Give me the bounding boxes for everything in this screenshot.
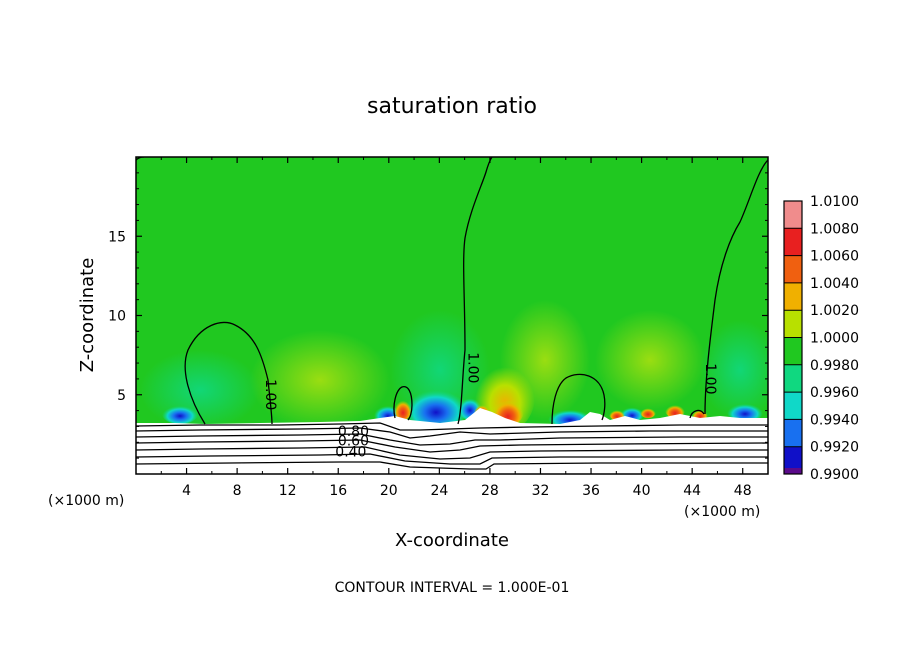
colorbar-swatch bbox=[784, 468, 802, 474]
colorbar-swatch bbox=[784, 255, 802, 284]
colorbar: 1.0100 1.0080 1.0060 1.0040 1.0020 1.0000 0.99… bbox=[783, 194, 859, 483]
x-tick-label: 8 bbox=[233, 483, 242, 499]
field-patch bbox=[162, 404, 198, 424]
contour-label: 1.00 bbox=[464, 352, 480, 383]
x-tick-label: 4 bbox=[182, 483, 191, 499]
colorbar-label: 1.0020 bbox=[810, 303, 859, 319]
colorbar-label: 0.9960 bbox=[810, 385, 859, 401]
plot-area: 1.00 1.00 1.00 0.800.600.40 bbox=[136, 157, 768, 474]
field-patch bbox=[140, 350, 260, 430]
colorbar-swatch bbox=[784, 282, 802, 311]
y-tick-label: 5 bbox=[117, 388, 126, 404]
field-patch bbox=[609, 408, 625, 420]
field-patch bbox=[640, 406, 656, 418]
contour-interval-note: CONTOUR INTERVAL = 1.000E-01 bbox=[335, 580, 570, 596]
x-axis: 4 8 12 16 20 24 28 32 36 40 44 48 bbox=[160, 157, 752, 499]
field-patch bbox=[700, 320, 768, 420]
colorbar-swatch bbox=[784, 310, 802, 338]
contour-label: 0.80 bbox=[338, 424, 369, 440]
colorbar-label: 0.9940 bbox=[810, 412, 859, 428]
colorbar-swatch bbox=[784, 446, 802, 475]
field-patch bbox=[595, 310, 705, 410]
contour-label: 0.40 bbox=[335, 445, 366, 461]
colorbar-label: 1.0040 bbox=[810, 276, 859, 292]
lower-contours bbox=[136, 422, 768, 470]
contour-labels: 1.00 1.00 1.00 0.800.600.40 bbox=[262, 352, 718, 460]
field-patch bbox=[727, 402, 763, 422]
x-tick-label: 36 bbox=[582, 483, 600, 499]
colorbar-swatch bbox=[784, 392, 802, 420]
contour-label: 0.60 bbox=[338, 433, 369, 449]
colorbar-label: 0.9980 bbox=[810, 358, 859, 374]
contour-label: 1.00 bbox=[702, 363, 718, 394]
y-axis-label: Z-coordinate bbox=[77, 258, 98, 373]
x-unit-left: (×1000 m) bbox=[48, 493, 124, 509]
contour-label: 1.00 bbox=[262, 379, 278, 410]
x-tick-label: 48 bbox=[734, 483, 752, 499]
colorbar-label: 0.9900 bbox=[810, 467, 859, 483]
x-tick-label: 44 bbox=[683, 483, 701, 499]
x-tick-label: 24 bbox=[430, 483, 448, 499]
colorbar-swatch bbox=[784, 201, 802, 229]
x-tick-label: 16 bbox=[329, 483, 347, 499]
colorbar-swatch bbox=[784, 337, 802, 366]
x-tick-label: 12 bbox=[279, 483, 297, 499]
colorbar-label: 1.0060 bbox=[810, 249, 859, 265]
colorbar-swatch bbox=[784, 364, 802, 393]
x-tick-label: 28 bbox=[481, 483, 499, 499]
chart-title: saturation ratio bbox=[367, 94, 537, 119]
y-axis: 5 10 15 bbox=[108, 172, 768, 459]
colorbar-label: 1.0100 bbox=[810, 194, 859, 210]
x-tick-label: 20 bbox=[380, 483, 398, 499]
x-unit-right: (×1000 m) bbox=[684, 504, 760, 520]
colorbar-swatch bbox=[784, 419, 802, 448]
field-patch bbox=[250, 330, 390, 430]
colorbar-swatch bbox=[784, 228, 802, 257]
field-patch bbox=[404, 386, 468, 430]
x-axis-label: X-coordinate bbox=[395, 530, 509, 551]
field-patch bbox=[394, 396, 412, 420]
x-tick-label: 32 bbox=[532, 483, 550, 499]
x-tick-label: 40 bbox=[633, 483, 651, 499]
colorbar-label: 1.0080 bbox=[810, 221, 859, 237]
colorbar-label: 0.9920 bbox=[810, 440, 859, 456]
colorbar-label: 1.0000 bbox=[810, 331, 859, 347]
y-tick-label: 10 bbox=[108, 309, 126, 325]
y-tick-label: 15 bbox=[108, 229, 126, 245]
